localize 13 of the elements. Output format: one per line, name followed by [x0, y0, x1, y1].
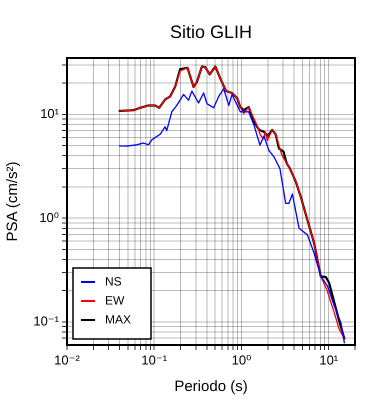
legend-label: MAX	[105, 312, 132, 326]
chart-title: Sitio GLIH	[170, 22, 252, 42]
x-tick-label: 10¹	[319, 352, 339, 368]
x-tick-label: 10⁰	[232, 352, 252, 368]
y-tick-label: 10⁰	[39, 210, 59, 225]
x-tick-label: 10⁻¹	[141, 352, 168, 368]
legend-label: NS	[105, 274, 122, 288]
y-tick-label: 10¹	[40, 106, 60, 122]
x-tick-label: 10⁻²	[54, 352, 80, 368]
y-tick-label: 10⁻¹	[33, 314, 60, 329]
legend-label: EW	[105, 293, 126, 308]
x-axis-title: Periodo (s)	[174, 378, 248, 396]
y-axis-title: PSA (cm/s²)	[4, 161, 22, 242]
